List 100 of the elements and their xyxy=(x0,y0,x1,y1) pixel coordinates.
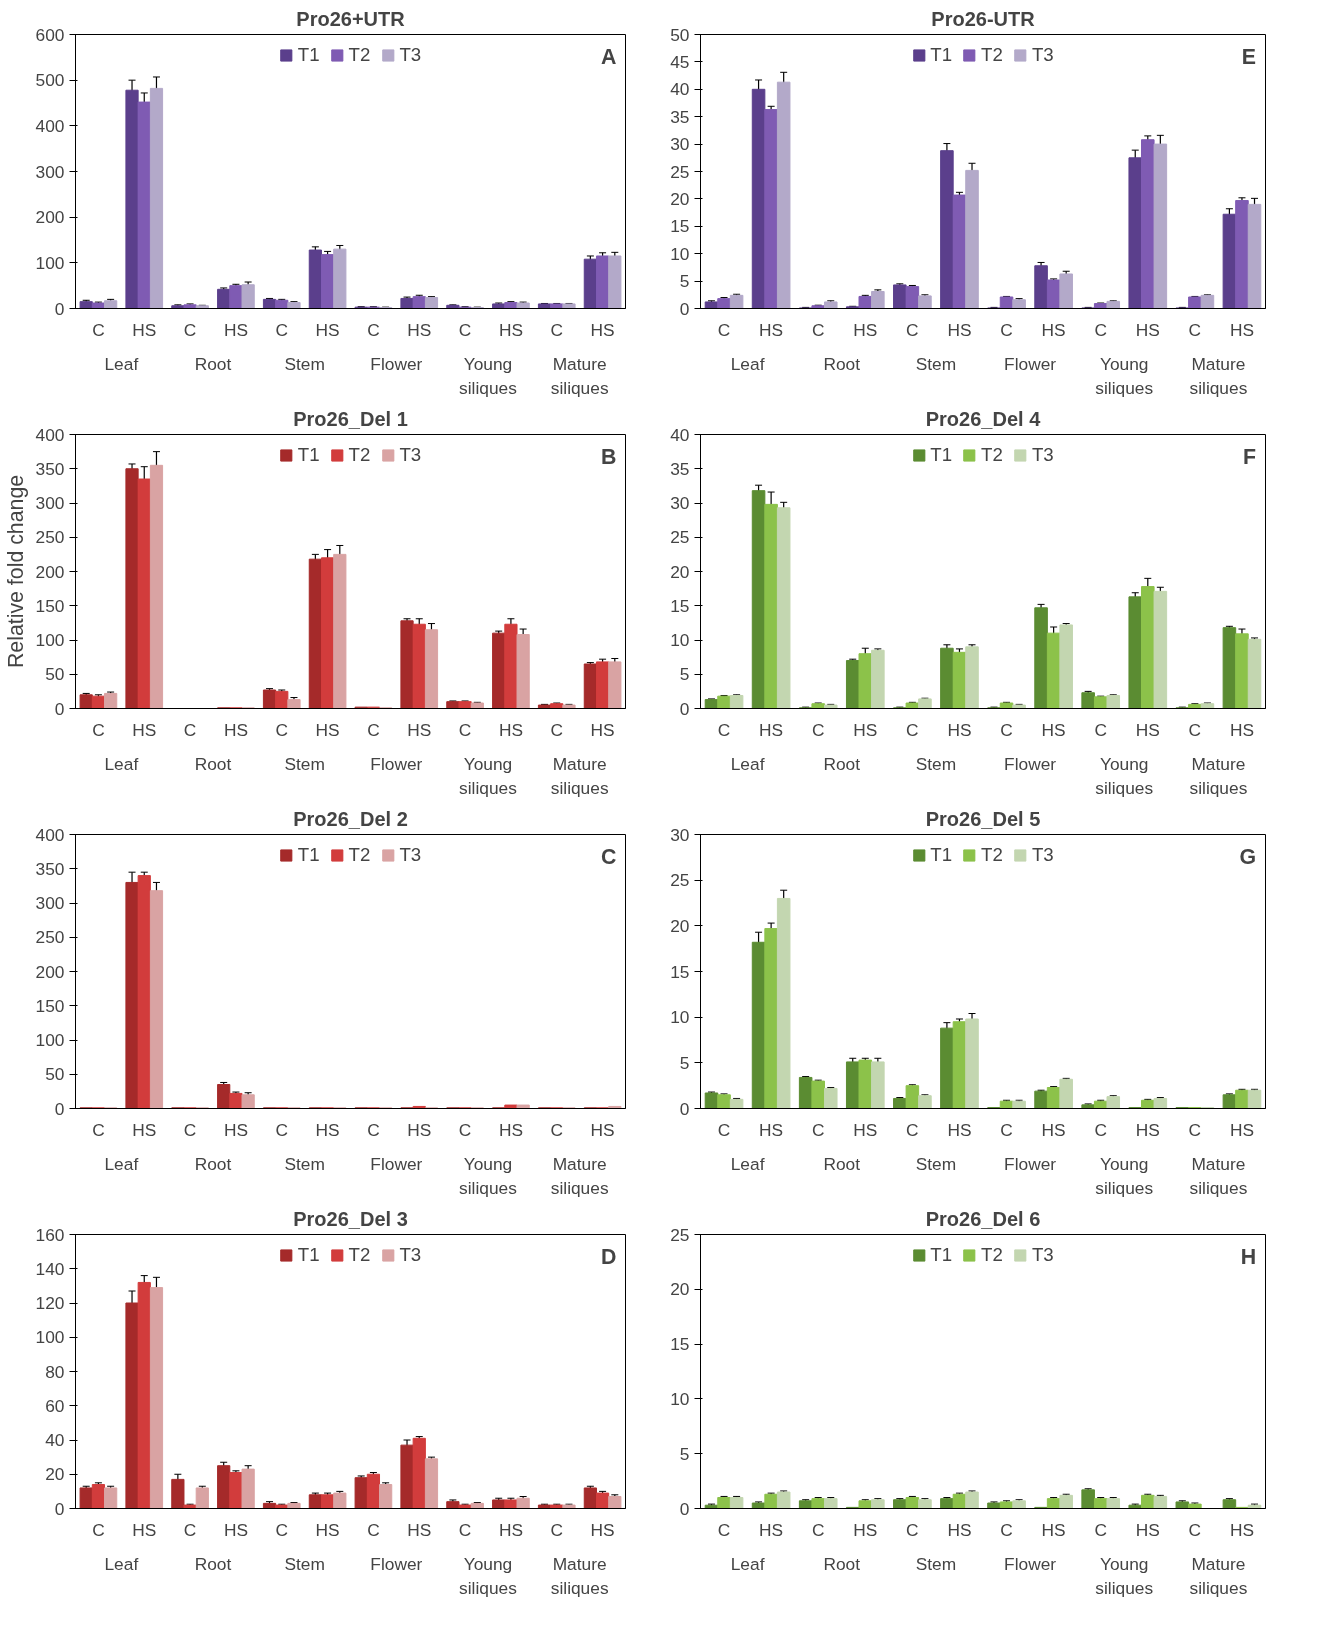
y-tick-label: 150 xyxy=(35,595,65,616)
x-tick-label: HS xyxy=(1041,1519,1066,1540)
y-tick-label: 50 xyxy=(45,1064,65,1085)
y-tick-label: 5 xyxy=(679,1443,690,1464)
x-tick-label: C xyxy=(1000,1119,1013,1140)
y-tick-label: 45 xyxy=(670,51,690,72)
y-tick-label: 5 xyxy=(679,271,690,292)
x-tick-label: HS xyxy=(1135,319,1160,340)
text: Young siliques xyxy=(1095,753,1154,798)
y-tick-label: 20 xyxy=(670,915,690,936)
y-tick-label: 40 xyxy=(670,79,690,100)
x-tick-label: HS xyxy=(1229,319,1254,340)
text: Flower xyxy=(1004,753,1057,774)
x-tick-label: C xyxy=(458,1119,472,1140)
y-tick-label: 300 xyxy=(35,893,65,913)
legend-label: T3 xyxy=(1031,844,1054,866)
x-tick-label: C xyxy=(1000,319,1013,340)
text: Stem xyxy=(284,353,325,374)
legend-label: T1 xyxy=(930,444,953,466)
x-tick-label: HS xyxy=(132,319,157,340)
y-tick-label: 350 xyxy=(35,858,65,879)
text: Mature siliques xyxy=(550,1553,609,1598)
y-tick-label: 15 xyxy=(670,595,690,616)
y-tick-label: 0 xyxy=(54,298,65,319)
legend-label: T2 xyxy=(348,1244,371,1266)
text: Flower xyxy=(370,1153,423,1174)
x-tick-label: C xyxy=(367,319,380,340)
text: Mature siliques xyxy=(1189,1553,1248,1598)
text: Root xyxy=(823,1153,861,1174)
legend-label: T3 xyxy=(1031,1244,1054,1266)
x-tick-label: C xyxy=(906,1519,919,1540)
x-tick-label: HS xyxy=(132,719,157,740)
text: Young siliques xyxy=(459,1553,518,1598)
text: Young siliques xyxy=(459,1153,518,1198)
text: Young siliques xyxy=(1095,1153,1154,1198)
y-tick-label: 140 xyxy=(35,1258,65,1279)
x-tick-label: C xyxy=(183,1519,197,1540)
text: Root xyxy=(194,753,232,774)
y-tick-label: 5 xyxy=(679,664,690,685)
text: Flower xyxy=(1004,1153,1057,1174)
x-tick-label: HS xyxy=(407,719,432,740)
y-tick-label: 80 xyxy=(45,1361,65,1382)
y-axis-title: Relative fold change xyxy=(3,474,28,669)
chart-title: Pro26_Del 1 xyxy=(293,407,408,430)
y-tick-label: 50 xyxy=(670,24,690,45)
x-tick-label: HS xyxy=(1135,1119,1160,1140)
x-tick-label: HS xyxy=(223,1119,248,1140)
x-tick-label: C xyxy=(92,719,105,740)
x-tick-label: C xyxy=(811,319,825,340)
x-tick-label: C xyxy=(1000,719,1013,740)
x-tick-label: C xyxy=(550,719,564,740)
chart-title: Pro26_Del 2 xyxy=(293,807,408,830)
x-tick-label: C xyxy=(906,1119,919,1140)
text: Young siliques xyxy=(459,353,518,398)
y-tick-label: 25 xyxy=(670,527,690,548)
x-tick-label: HS xyxy=(132,1519,157,1540)
annotation: D xyxy=(600,1244,617,1269)
y-tick-label: 400 xyxy=(35,424,65,445)
legend-label: T2 xyxy=(981,44,1003,66)
x-tick-label: HS xyxy=(853,1119,878,1140)
legend-label: T2 xyxy=(981,844,1003,866)
y-tick-label: 30 xyxy=(670,824,690,845)
x-tick-label: HS xyxy=(498,319,523,340)
chart-title: Pro26_Del 6 xyxy=(925,1207,1041,1230)
text: Leaf xyxy=(730,1553,765,1574)
annotation: G xyxy=(1239,844,1257,869)
y-tick-label: 400 xyxy=(35,115,65,136)
legend-label: T3 xyxy=(1031,44,1054,66)
y-tick-label: 35 xyxy=(670,106,690,127)
y-tick-label: 0 xyxy=(679,698,690,719)
annotation: A xyxy=(600,44,617,69)
y-tick-label: 500 xyxy=(35,70,65,91)
chart-title: Pro26_Del 5 xyxy=(925,807,1041,830)
x-tick-label: C xyxy=(183,319,197,340)
x-tick-label: C xyxy=(811,719,825,740)
text: Leaf xyxy=(104,753,139,774)
x-tick-label: C xyxy=(717,719,731,740)
text: Stem xyxy=(284,1153,325,1174)
legend-label: T1 xyxy=(930,844,953,866)
x-tick-label: C xyxy=(92,319,105,340)
x-tick-label: HS xyxy=(853,719,878,740)
text: Leaf xyxy=(730,753,765,774)
y-tick-label: 100 xyxy=(35,1327,65,1348)
text: Leaf xyxy=(104,1153,139,1174)
x-tick-label: C xyxy=(1094,1119,1107,1140)
text: Root xyxy=(194,1153,232,1174)
x-tick-label: C xyxy=(811,1519,825,1540)
y-tick-label: 250 xyxy=(35,527,65,548)
x-tick-label: HS xyxy=(223,319,248,340)
x-tick-label: HS xyxy=(1135,1519,1160,1540)
x-tick-label: C xyxy=(1188,1119,1202,1140)
x-tick-label: HS xyxy=(1041,319,1066,340)
x-tick-label: HS xyxy=(223,719,248,740)
legend-label: T1 xyxy=(297,444,320,466)
legend-label: T3 xyxy=(399,844,422,866)
legend-label: T2 xyxy=(348,44,371,66)
text: Stem xyxy=(915,753,957,774)
y-tick-label: 15 xyxy=(670,961,690,982)
x-tick-label: HS xyxy=(1041,719,1066,740)
text: Mature siliques xyxy=(1189,753,1248,798)
